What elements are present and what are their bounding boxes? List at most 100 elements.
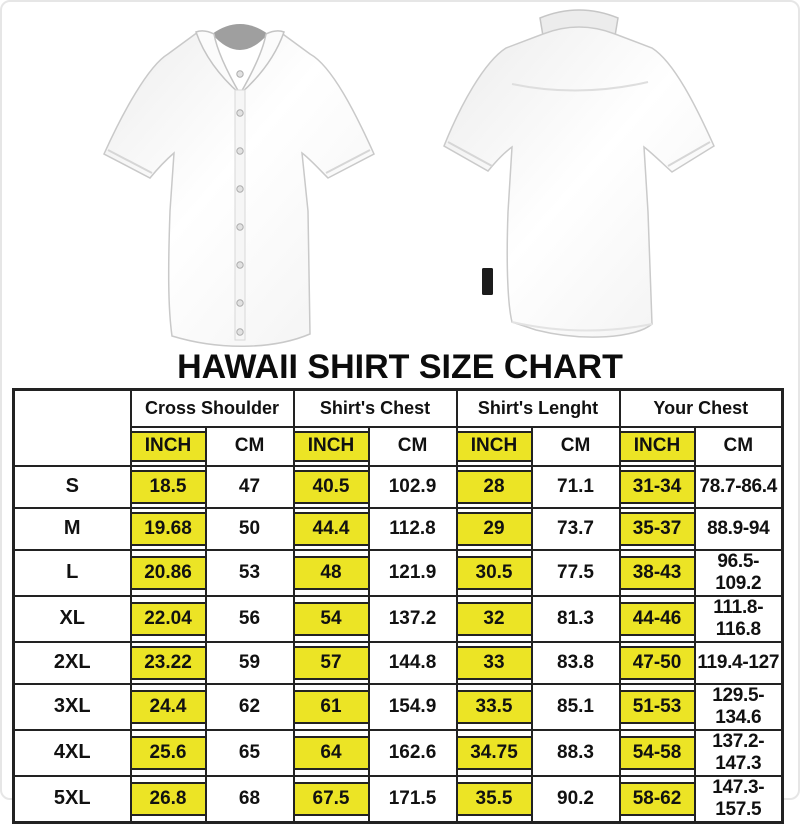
cell-cm: 154.9 (367, 682, 458, 731)
cell-cm: 112.8 (367, 506, 458, 551)
cell-cm: 121.9 (367, 548, 458, 597)
cell-cm: 90.2 (530, 774, 621, 823)
corner-cell (12, 388, 132, 467)
inch-highlight: INCH (294, 430, 368, 462)
size-chart-table: Cross Shoulder Shirt's Chest Shirt's Len… (12, 388, 784, 824)
cell-inch: 44.4 (292, 506, 370, 551)
inch-highlight: 25.6 (131, 735, 205, 770)
unit-header-row: INCH CM INCH CM INCH CM INCH CM (14, 425, 784, 467)
cell-inch: 64 (292, 728, 370, 777)
cell-cm: 85.1 (530, 682, 621, 731)
cell-cm: 59 (204, 640, 295, 685)
table-row-m: M 19.68 50 44.4 112.8 29 73.7 35-37 88.9… (12, 506, 784, 551)
table-row-2xl: 2XL 23.22 59 57 144.8 33 83.8 47-50 119.… (12, 640, 784, 685)
cell-inch: 61 (292, 682, 370, 731)
inch-highlight: 19.68 (131, 511, 205, 546)
shirt-back-icon (443, 9, 715, 338)
group-cross-shoulder: Cross Shoulder (129, 388, 295, 428)
inch-highlight: 35-37 (620, 511, 694, 546)
inch-highlight: 32 (457, 601, 531, 636)
inch-highlight: 67.5 (294, 781, 368, 816)
shirt-front-image (86, 6, 394, 352)
cell-inch: 23.22 (129, 640, 207, 685)
cell-inch: 26.8 (129, 774, 207, 823)
size-label: S (12, 464, 132, 509)
cell-cm: 111.8-116.8 (693, 594, 784, 643)
size-label: XL (12, 594, 132, 643)
inch-highlight: 29 (457, 511, 531, 546)
cell-inch: 35.5 (455, 774, 533, 823)
cell-inch: 67.5 (292, 774, 370, 823)
cell-inch: 32 (455, 594, 533, 643)
inch-highlight: 44-46 (620, 601, 694, 636)
table-row-3xl: 3XL 24.4 62 61 154.9 33.5 85.1 51-53 129… (12, 682, 784, 731)
inch-highlight: 54-58 (620, 735, 694, 770)
cell-cm: 83.8 (530, 640, 621, 685)
inch-highlight: 48 (294, 555, 368, 590)
table-row-4xl: 4XL 25.6 65 64 162.6 34.75 88.3 54-58 13… (12, 728, 784, 777)
cell-cm: 162.6 (367, 728, 458, 777)
cell-cm: 137.2 (367, 594, 458, 643)
shirt-front-icon (103, 24, 375, 347)
cell-inch: 25.6 (129, 728, 207, 777)
group-shirts-chest: Shirt's Chest (292, 388, 458, 428)
cell-cm: 47 (204, 464, 295, 509)
cell-cm: 102.9 (367, 464, 458, 509)
cell-cm: 129.5-134.6 (693, 682, 784, 731)
cell-inch: 20.86 (129, 548, 207, 597)
inch-highlight: 22.04 (131, 601, 205, 636)
table-row-s: S 18.5 47 40.5 102.9 28 71.1 31-34 78.7-… (12, 464, 784, 509)
cell-cm: 65 (204, 728, 295, 777)
cell-inch: 38-43 (618, 548, 696, 597)
unit-cm: CM (204, 425, 295, 467)
unit-cm: CM (530, 425, 621, 467)
inch-highlight: 47-50 (620, 645, 694, 680)
cell-inch: 18.5 (129, 464, 207, 509)
inch-highlight: 40.5 (294, 469, 368, 504)
cell-cm: 144.8 (367, 640, 458, 685)
cell-cm: 56 (204, 594, 295, 643)
size-label: 5XL (12, 774, 132, 823)
table-row-5xl: 5XL 26.8 68 67.5 171.5 35.5 90.2 58-62 1… (12, 774, 784, 823)
cell-cm: 73.7 (530, 506, 621, 551)
inch-highlight: INCH (620, 430, 694, 462)
unit-inch: INCH (455, 425, 533, 467)
inch-highlight: 33 (457, 645, 531, 680)
cell-inch: 47-50 (618, 640, 696, 685)
table-row-xl: XL 22.04 56 54 137.2 32 81.3 44-46 111.8… (12, 594, 784, 643)
cell-inch: 57 (292, 640, 370, 685)
unit-cm: CM (367, 425, 458, 467)
cell-inch: 28 (455, 464, 533, 509)
inch-highlight: INCH (457, 430, 531, 462)
cell-cm: 62 (204, 682, 295, 731)
cell-inch: 24.4 (129, 682, 207, 731)
cell-cm: 137.2-147.3 (693, 728, 784, 777)
cell-inch: 30.5 (455, 548, 533, 597)
inch-highlight: 61 (294, 689, 368, 724)
cell-cm: 88.3 (530, 728, 621, 777)
inch-highlight: 34.75 (457, 735, 531, 770)
cell-inch: 33.5 (455, 682, 533, 731)
cell-inch: 22.04 (129, 594, 207, 643)
cell-cm: 77.5 (530, 548, 621, 597)
cell-inch: 44-46 (618, 594, 696, 643)
cell-cm: 53 (204, 548, 295, 597)
inch-highlight: 58-62 (620, 781, 694, 816)
inch-highlight: 20.86 (131, 555, 205, 590)
page-title: HAWAII SHIRT SIZE CHART (177, 348, 623, 386)
inch-highlight: 51-53 (620, 689, 694, 724)
size-label: 4XL (12, 728, 132, 777)
unit-inch: INCH (618, 425, 696, 467)
cell-inch: 54 (292, 594, 370, 643)
cell-cm: 68 (204, 774, 295, 823)
cell-inch: 40.5 (292, 464, 370, 509)
unit-inch: INCH (129, 425, 207, 467)
inch-highlight: INCH (131, 430, 205, 462)
cell-inch: 58-62 (618, 774, 696, 823)
inch-highlight: 64 (294, 735, 368, 770)
cell-inch: 51-53 (618, 682, 696, 731)
group-your-chest: Your Chest (618, 388, 784, 428)
unit-cm: CM (693, 425, 784, 467)
group-header-row: Cross Shoulder Shirt's Chest Shirt's Len… (12, 388, 784, 467)
cell-inch: 34.75 (455, 728, 533, 777)
